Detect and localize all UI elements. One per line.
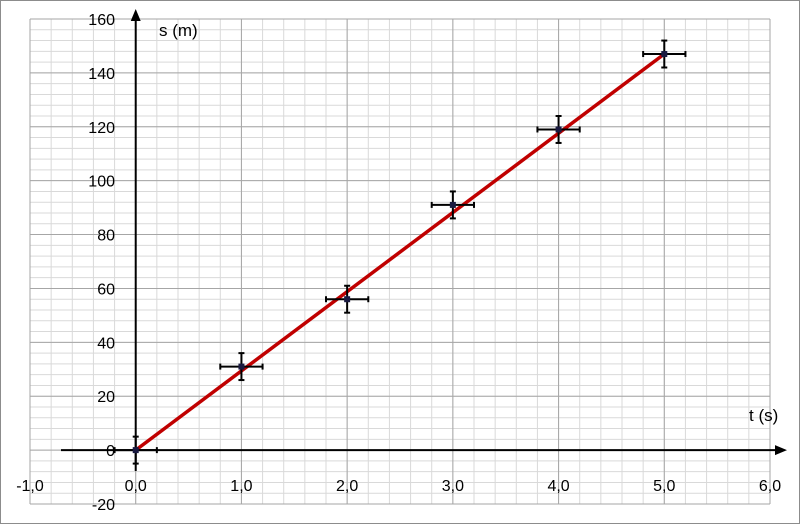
x-tick-label: 1,0	[230, 478, 252, 495]
tick-labels: -1,0 0,0 1,0 2,0 3,0 4,0 5,0 6,0 -20 0 20 40 60 80 100…	[16, 12, 781, 514]
y-tick-label: 120	[88, 120, 115, 137]
y-tick-label: 60	[97, 281, 115, 298]
y-tick-label: 40	[97, 335, 115, 352]
data-points	[113, 39, 687, 465]
minor-grid	[29, 18, 771, 505]
y-tick-label: 160	[88, 12, 115, 29]
data-point	[238, 363, 245, 370]
x-tick-label: 0,0	[125, 478, 147, 495]
x-tick-label: -1,0	[16, 478, 44, 495]
axes	[61, 9, 787, 471]
major-grid	[29, 18, 771, 505]
y-axis-title: s (m)	[159, 21, 198, 40]
x-tick-label: 5,0	[653, 478, 675, 495]
data-point	[132, 447, 139, 454]
fit-line-group	[134, 52, 666, 452]
y-tick-label: 140	[88, 66, 115, 83]
x-tick-label: 6,0	[759, 478, 781, 495]
y-tick-label: -20	[92, 497, 115, 514]
x-axis-title: t (s)	[749, 406, 778, 425]
x-tick-label: 4,0	[547, 478, 569, 495]
data-point	[344, 296, 351, 303]
data-point	[555, 126, 562, 133]
y-tick-label: 80	[97, 228, 115, 245]
data-point	[449, 201, 456, 208]
x-tick-label: 2,0	[336, 478, 358, 495]
x-tick-label: 3,0	[442, 478, 464, 495]
fit-line	[134, 52, 666, 452]
x-axis-arrow-icon	[775, 445, 787, 456]
y-axis-arrow-icon	[130, 9, 141, 21]
y-tick-label: 0	[106, 443, 115, 460]
y-tick-label: 100	[88, 174, 115, 191]
y-tick-label: 20	[97, 389, 115, 406]
data-point	[661, 51, 668, 58]
